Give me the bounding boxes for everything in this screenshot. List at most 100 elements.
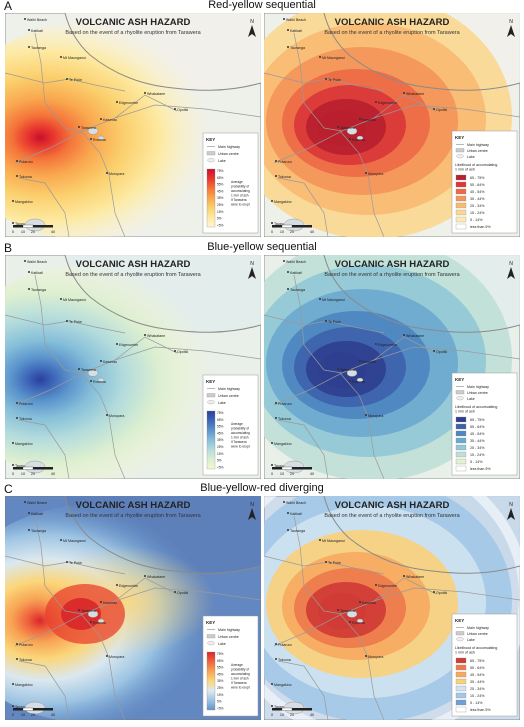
legend-note: accumulating bbox=[231, 189, 250, 193]
legend-tick: 5% bbox=[217, 217, 222, 221]
place-label: Te Puke bbox=[328, 561, 341, 565]
legend-class: 25 - 34% bbox=[470, 204, 485, 208]
legend-note: Average bbox=[231, 180, 243, 184]
place-label: Kawerau bbox=[103, 118, 117, 122]
place-label: Mangakino bbox=[15, 200, 33, 204]
legend-item: Main highway bbox=[218, 145, 240, 149]
place-label: Kawerau bbox=[103, 601, 117, 605]
place-label: Tauranga bbox=[290, 529, 305, 533]
section-letter: C bbox=[4, 482, 13, 496]
place-label: Katikati bbox=[290, 271, 302, 275]
legend-tick: 5% bbox=[217, 459, 222, 463]
scale-label: 10 bbox=[280, 713, 284, 717]
legend-item: Lake bbox=[467, 397, 475, 401]
place-label: Waihi Beach bbox=[286, 18, 306, 22]
legend-class: 45 - 54% bbox=[470, 190, 485, 194]
place-label: Edgecumbe bbox=[378, 101, 397, 105]
scale-label: 10 bbox=[280, 230, 284, 234]
scale-label: 40 bbox=[51, 230, 55, 234]
legend-class: 5 - 14% bbox=[470, 218, 483, 222]
legend-item: Lake bbox=[218, 401, 226, 405]
legend-heading: Likelihood of accumulating bbox=[455, 646, 497, 650]
place-label: Tokoroa bbox=[19, 417, 32, 421]
place-label: Waihi Beach bbox=[27, 501, 47, 505]
place-label: Katikati bbox=[31, 271, 43, 275]
legend-key: KEY bbox=[455, 135, 464, 140]
scale-label: 40 bbox=[310, 230, 314, 234]
scale-label: 10 bbox=[280, 472, 284, 476]
place-label: Edgecumbe bbox=[119, 101, 138, 105]
legend-item: Urban centre bbox=[467, 391, 488, 395]
place-label: Putaruru bbox=[19, 643, 33, 647]
map-title: VOLCANIC ASH HAZARD bbox=[335, 17, 450, 28]
legend-note: Average bbox=[231, 422, 243, 426]
place-label: Whakatane bbox=[147, 92, 165, 96]
scale-label: 0 bbox=[271, 230, 273, 234]
place-label: Tokoroa bbox=[278, 417, 291, 421]
legend-tick: 75% bbox=[217, 652, 224, 656]
legend-note: were to erupt bbox=[231, 203, 250, 207]
place-label: Whakatane bbox=[406, 92, 424, 96]
place-label: Kawerau bbox=[362, 118, 376, 122]
legend-class: 35 - 44% bbox=[470, 680, 485, 684]
section-label: Blue-yellow sequential bbox=[207, 241, 317, 253]
legend-class: 5 - 14% bbox=[470, 701, 483, 705]
legend-tick: 45% bbox=[217, 189, 224, 193]
legend-class: less than 5% bbox=[470, 708, 491, 712]
place-label: Opotiki bbox=[177, 591, 188, 595]
map-subtitle: Based on the event of a rhyolite eruptio… bbox=[324, 513, 460, 519]
legend-class: 65 - 75% bbox=[470, 176, 485, 180]
place-label: Mt Maunganui bbox=[63, 298, 86, 302]
legend-tick: 75% bbox=[217, 411, 224, 415]
place-label: Opotiki bbox=[436, 591, 447, 595]
map-title: VOLCANIC ASH HAZARD bbox=[76, 17, 191, 28]
north-arrow-label: N bbox=[509, 19, 513, 25]
place-label: Mt Maunganui bbox=[322, 298, 345, 302]
place-label: Opotiki bbox=[177, 108, 188, 112]
place-label: Te Puke bbox=[328, 78, 341, 82]
legend-tick: 65% bbox=[217, 176, 224, 180]
place-label: Mangakino bbox=[274, 683, 292, 687]
legend-class: 15 - 24% bbox=[470, 694, 485, 698]
place-label: Tarawera bbox=[81, 368, 96, 372]
map-title: VOLCANIC ASH HAZARD bbox=[335, 500, 450, 511]
place-label: Mangakino bbox=[15, 683, 33, 687]
legend-class: 45 - 54% bbox=[470, 673, 485, 677]
place-label: Putaruru bbox=[278, 402, 292, 406]
place-label: Putaruru bbox=[278, 643, 292, 647]
legend-class: 35 - 44% bbox=[470, 439, 485, 443]
legend-item: Main highway bbox=[467, 626, 489, 630]
legend-note: Average bbox=[231, 663, 243, 667]
legend-note: 1 mm of ash bbox=[231, 436, 249, 440]
place-label: Katikati bbox=[31, 512, 43, 516]
legend-tick: 5% bbox=[217, 700, 222, 704]
scale-label: 20 bbox=[31, 472, 35, 476]
map-subtitle: Based on the event of a rhyolite eruptio… bbox=[324, 272, 460, 278]
section-letter: A bbox=[4, 0, 13, 13]
place-label: Edgecumbe bbox=[378, 343, 397, 347]
legend-tick: <5% bbox=[217, 706, 224, 710]
section-label: Blue-yellow-red diverging bbox=[200, 482, 324, 494]
scale-label: 0 bbox=[12, 230, 14, 234]
legend-class: 25 - 34% bbox=[470, 446, 485, 450]
legend-note: 1 mm of ash bbox=[231, 677, 249, 681]
legend-key: KEY bbox=[455, 377, 464, 382]
north-arrow-label: N bbox=[509, 502, 513, 508]
place-label: Taupo bbox=[15, 705, 25, 709]
legend-tick: 25% bbox=[217, 203, 224, 207]
legend-note: 1 mm of ash bbox=[231, 194, 249, 198]
scale-label: 10 bbox=[21, 230, 25, 234]
place-label: Waihi Beach bbox=[286, 501, 306, 505]
place-label: Katikati bbox=[31, 29, 43, 33]
scale-label: 20 bbox=[290, 230, 294, 234]
legend-heading: Likelihood of accumulating bbox=[455, 163, 497, 167]
legend-item: Lake bbox=[467, 155, 475, 159]
legend-class: less than 5% bbox=[470, 225, 491, 229]
place-label: Murupara bbox=[109, 655, 124, 659]
legend-item: Urban centre bbox=[218, 394, 239, 398]
